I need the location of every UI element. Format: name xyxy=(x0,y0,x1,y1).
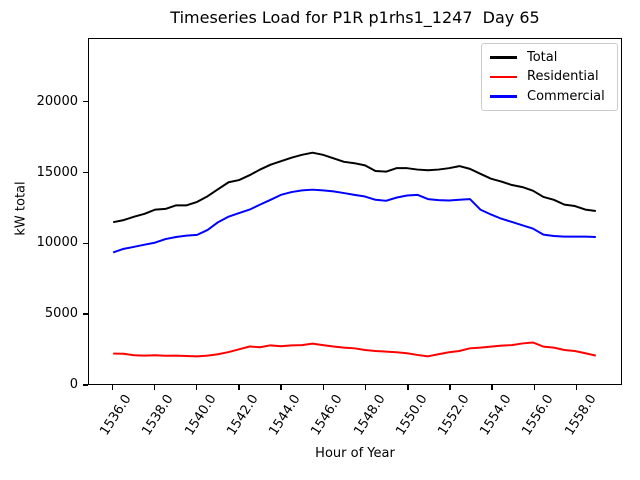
x-tick-mark xyxy=(280,385,282,390)
x-tick-mark xyxy=(153,385,156,390)
x-tick-mark xyxy=(533,385,536,390)
y-tick-label: 5000 xyxy=(44,306,78,322)
line-chart xyxy=(112,151,597,358)
y-tick-mark xyxy=(83,313,88,315)
x-axis-label: Hour of Year xyxy=(315,446,395,461)
series-line-total xyxy=(112,151,596,224)
legend-label-residential: Residential xyxy=(527,69,599,85)
x-tick-mark xyxy=(491,385,493,390)
x-tick-mark xyxy=(195,385,198,390)
y-tick-label: 10000 xyxy=(36,235,78,251)
y-tick-mark xyxy=(83,171,88,174)
x-tick-mark xyxy=(449,385,451,390)
y-axis-label: kW total xyxy=(13,181,29,236)
legend-entry-residential: Residential xyxy=(490,69,609,84)
y-tick-mark xyxy=(83,384,88,386)
chart-title: Timeseries Load for P1R p1rhs1_1247 Day … xyxy=(170,8,540,27)
legend-label-total: Total xyxy=(527,50,558,66)
y-tick-label: 15000 xyxy=(36,164,78,180)
y-tick-mark xyxy=(83,242,88,245)
x-tick-mark xyxy=(111,385,114,390)
x-tick-mark xyxy=(575,385,578,390)
y-tick-mark xyxy=(83,100,88,103)
residential-line-sample xyxy=(490,75,517,79)
x-tick-mark xyxy=(407,385,409,390)
series-line-commercial xyxy=(112,188,596,254)
x-tick-mark xyxy=(322,385,325,390)
commercial-line-sample xyxy=(490,95,517,98)
legend-entry-commercial: Commercial xyxy=(490,89,609,104)
legend-label-commercial: Commercial xyxy=(527,88,605,104)
x-tick-mark xyxy=(238,385,240,390)
y-tick-label: 0 xyxy=(69,377,78,392)
legend: Total Residential Commercial xyxy=(481,43,618,111)
y-tick-label: 20000 xyxy=(36,93,78,109)
series-line-residential xyxy=(113,341,597,358)
x-tick-mark xyxy=(364,385,367,390)
legend-entry-total: Total xyxy=(490,50,609,65)
total-line-sample xyxy=(490,56,517,59)
